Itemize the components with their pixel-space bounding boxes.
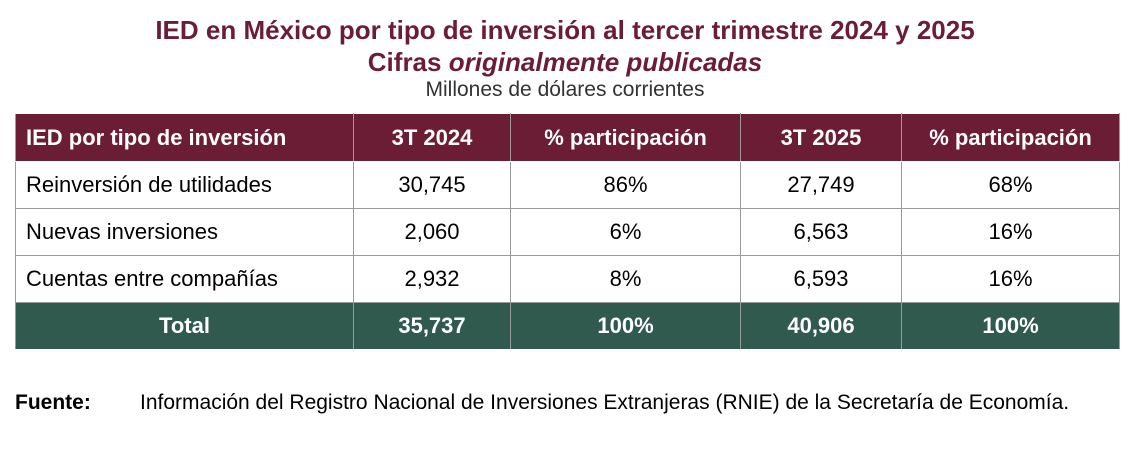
value-3t2024: 2,060 (353, 208, 511, 256)
share-2024: 8% (510, 255, 741, 303)
total-share-2024: 100% (510, 302, 741, 350)
total-3t2024: 35,737 (353, 302, 511, 350)
row-label: Reinversión de utilidades (15, 161, 354, 209)
table-row: Nuevas inversiones 2,060 6% 6,563 16% (15, 208, 1120, 256)
total-share-2025: 100% (901, 302, 1120, 350)
share-2024: 6% (510, 208, 741, 256)
table-row: Cuentas entre compañías 2,932 8% 6,593 1… (15, 255, 1120, 303)
source-label: Fuente: (15, 391, 91, 414)
share-2025: 16% (901, 255, 1120, 303)
total-row: Total 35,737 100% 40,906 100% (15, 302, 1120, 350)
table-row: Reinversión de utilidades 30,745 86% 27,… (15, 161, 1120, 209)
title-block: IED en México por tipo de inversión al t… (0, 14, 1130, 102)
title-prefix: Cifras (367, 47, 449, 77)
value-3t2025: 27,749 (740, 161, 902, 209)
header-cell-type: IED por tipo de inversión (15, 113, 354, 162)
investment-table: IED por tipo de inversión 3T 2024 % part… (15, 113, 1120, 350)
value-3t2025: 6,563 (740, 208, 902, 256)
table-header-row: IED por tipo de inversión 3T 2024 % part… (15, 113, 1120, 162)
header-cell-3t2025: 3T 2025 (740, 113, 902, 162)
share-2025: 16% (901, 208, 1120, 256)
value-3t2024: 30,745 (353, 161, 511, 209)
row-label: Nuevas inversiones (15, 208, 354, 256)
total-label: Total (15, 302, 354, 350)
units-subtitle: Millones de dólares corrientes (425, 78, 705, 101)
value-3t2024: 2,932 (353, 255, 511, 303)
total-3t2025: 40,906 (740, 302, 902, 350)
source-text: Información del Registro Nacional de Inv… (140, 391, 1070, 414)
header-cell-share-2025: % participación (901, 113, 1120, 162)
page-title: IED en México por tipo de inversión al t… (155, 15, 975, 45)
row-label: Cuentas entre compañías (15, 255, 354, 303)
header-cell-share-2024: % participación (510, 113, 741, 162)
page-title-line2: Cifras originalmente publicadas (0, 46, 1130, 78)
share-2024: 86% (510, 161, 741, 209)
title-italic: originalmente publicadas (448, 47, 763, 77)
share-2025: 68% (901, 161, 1120, 209)
header-cell-3t2024: 3T 2024 (353, 113, 511, 162)
value-3t2025: 6,593 (740, 255, 902, 303)
